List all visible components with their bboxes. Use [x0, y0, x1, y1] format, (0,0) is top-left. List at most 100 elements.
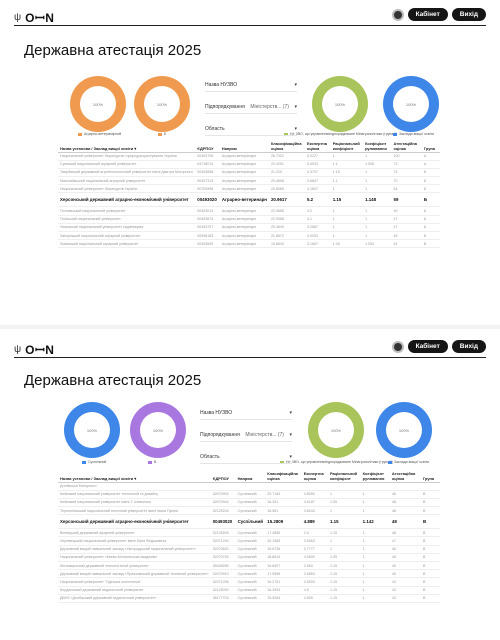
filter-nuzvo-select[interactable]: Назва НУЗВО ▾ — [205, 78, 297, 92]
table-cell: Національний університет «Києво-Могилянс… — [58, 553, 211, 563]
table-row[interactable]: Таврійський державний агротехнологічний … — [58, 168, 440, 178]
cabinet-button[interactable]: Кабінет — [407, 340, 448, 353]
column-header[interactable]: Атестаційна оцінка — [391, 138, 422, 153]
table-cell: 20.4608 — [268, 176, 305, 186]
filter-region-select[interactable]: Область ▾ — [205, 122, 297, 136]
column-header[interactable]: Раціональний коефіцієнт — [330, 138, 364, 153]
table-cell: 1.15 — [327, 561, 361, 571]
donut-label: 100% — [334, 101, 346, 107]
table-row[interactable]: Львівський національний аграрний універс… — [58, 239, 440, 249]
table-cell: Донбаська Моторного — [58, 482, 211, 491]
table-row[interactable]: Національний університет біоресурсів і п… — [58, 152, 440, 161]
logo[interactable]: ψ OꟷN — [14, 341, 54, 358]
table-row[interactable]: Запорізький національний аграрний універ… — [58, 231, 440, 241]
logo[interactable]: ψ OꟷN — [14, 9, 54, 26]
theme-toggle-icon[interactable] — [391, 340, 404, 353]
table-cell: Б — [421, 192, 440, 208]
trident-icon: ψ — [14, 344, 22, 355]
table-cell: Аграрно-ветеринарн — [219, 152, 269, 161]
table-row[interactable]: Державний вищий навчальний заклад «Ужгор… — [58, 545, 440, 554]
table-row[interactable]: Національний університет біоресурсів Укр… — [58, 184, 440, 194]
column-header[interactable]: Коефіцієнт рулювання — [363, 138, 392, 153]
filter-nuzvo-select[interactable]: Назва НУЗВО ▾ — [200, 406, 292, 420]
table-cell: 00493674 — [195, 215, 220, 224]
table-row[interactable]: Поліський національний університет 004936… — [58, 215, 440, 224]
donut-chart-1[interactable]: 100% — [64, 402, 120, 458]
filter-subordination-select[interactable]: Підпорядкування Міністерств... (7) ▾ — [200, 428, 292, 442]
table-cell: Аграрно-ветеринарн — [219, 239, 269, 249]
column-header[interactable]: Коефіцієнт рулювання — [360, 468, 390, 483]
column-header[interactable]: Раціональний коефіцієнт — [327, 468, 361, 483]
table-row[interactable]: Київський національний університет техно… — [58, 490, 440, 499]
table-cell: 3.5933 — [301, 577, 328, 587]
column-header[interactable]: Атестаційна оцінка — [389, 468, 421, 483]
exit-button[interactable]: Вихід — [451, 340, 486, 353]
column-header[interactable]: Група — [420, 468, 440, 483]
table-cell: 36177703 — [210, 594, 236, 603]
column-header[interactable]: Експертна оцінка — [305, 138, 331, 153]
trident-icon: ψ — [14, 12, 22, 23]
column-header[interactable]: Класифікаційна оцінка — [268, 138, 305, 153]
legend-item: Б — [158, 132, 166, 136]
table-row[interactable]: Київський національний університет імені… — [58, 498, 440, 508]
table-cell: Б — [421, 168, 440, 178]
table-row[interactable]: Донбаська Моторного — [58, 482, 440, 491]
column-header[interactable]: ЄДРПОУ — [210, 468, 236, 483]
donut-chart-3[interactable]: 100% — [308, 402, 364, 458]
table-cell: 4.5 — [301, 586, 328, 595]
table-cell: Б — [421, 231, 440, 241]
filter-region-select[interactable]: Область ▾ — [200, 450, 292, 464]
table-cell: В — [420, 569, 440, 579]
donut-chart-3[interactable]: 100% — [312, 76, 368, 132]
table-cell — [210, 482, 236, 491]
table-cell: 1.05 — [327, 553, 361, 563]
column-header[interactable]: Назва установи / Заклад вищої освіти ▾ — [58, 468, 211, 483]
column-header[interactable]: Напрям — [219, 138, 269, 153]
table-row[interactable]: ДВНЗ «Донбаський державний педагогічний … — [58, 594, 440, 603]
table-cell: Уманський національний університет садів… — [58, 223, 196, 233]
table-cell: 45 — [389, 553, 421, 563]
table-row[interactable]: Миколаївський національний аграрний унів… — [58, 176, 440, 186]
table-cell: В — [421, 239, 440, 249]
table-cell: 1 — [360, 569, 390, 579]
donut-chart-1[interactable]: 100% — [70, 76, 126, 132]
exit-button[interactable]: Вихід — [451, 8, 486, 21]
table-cell: Суспільний — [235, 545, 266, 554]
table-cell: Суспільний — [235, 586, 266, 595]
column-header[interactable]: Експертна оцінка — [301, 468, 328, 483]
table-row[interactable]: Тернопільський національний технічний ун… — [58, 506, 440, 516]
table-row[interactable]: Бердянський державний педагогічний уніве… — [58, 586, 440, 595]
table-cell: 3.563 — [301, 561, 328, 571]
filter-subordination-select[interactable]: Підпорядкування Міністерств... (7) ▾ — [205, 100, 297, 114]
table-cell: 1 — [363, 206, 392, 216]
donut-chart-4[interactable]: 100% — [383, 76, 439, 132]
table-cell: 22.4665 — [268, 206, 305, 216]
chevron-down-icon: ▾ — [289, 431, 292, 438]
column-header[interactable]: Класифікаційна оцінка — [265, 468, 302, 483]
column-header[interactable]: Назва установи / Заклад вищої освіти ▾ — [58, 138, 196, 153]
table-row[interactable]: Полтавський національний університет 0049… — [58, 206, 440, 216]
table-row[interactable]: Житомирський державний технологічний уні… — [58, 561, 440, 571]
donut-chart-2[interactable]: 100% — [134, 76, 190, 132]
donut-chart-2[interactable]: 100% — [130, 402, 186, 458]
table-row[interactable]: Національний університет "Одеська політе… — [58, 577, 440, 587]
table-row[interactable]: Чернівецький національний університет ім… — [58, 536, 440, 546]
table-row[interactable]: Вінницький державний аграрний університе… — [58, 528, 440, 538]
table-cell — [265, 482, 302, 491]
column-header[interactable]: Напрям — [235, 468, 266, 483]
table-row[interactable]: Сумський національний аграрний університ… — [58, 160, 440, 169]
table-row[interactable]: Херсонський державний аграрно-економічни… — [58, 514, 440, 530]
theme-toggle-icon[interactable] — [391, 8, 404, 21]
table-row[interactable]: Національний університет «Києво-Могилянс… — [58, 553, 440, 563]
table-cell: 02070904 — [210, 490, 236, 499]
column-header[interactable]: ЄДРПОУ — [195, 138, 220, 153]
table-row[interactable]: Уманський національний університет садів… — [58, 223, 440, 233]
table-cell: 20.4649 — [268, 223, 305, 233]
table-row[interactable]: Херсонський державний аграрно-економічни… — [58, 192, 440, 208]
cabinet-button[interactable]: Кабінет — [407, 8, 448, 21]
column-header[interactable]: Група — [421, 138, 440, 153]
donut-chart-4[interactable]: 100% — [376, 402, 432, 458]
table-row[interactable]: Державний вищий навчальний заклад «Приаз… — [58, 569, 440, 579]
table-cell: 00700996 — [195, 184, 220, 194]
table-cell: 00493757 — [195, 223, 220, 233]
